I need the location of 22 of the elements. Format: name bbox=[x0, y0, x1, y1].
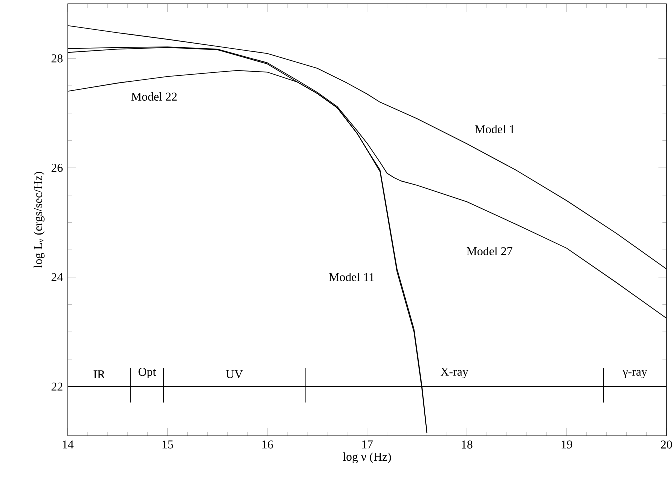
y-tick-label: 26 bbox=[52, 164, 63, 172]
x-axis-title: log ν (Hz) bbox=[343, 452, 392, 464]
x-tick-label: 17 bbox=[362, 440, 373, 449]
y-tick-label: 22 bbox=[52, 382, 63, 391]
series-label: Model 22 bbox=[132, 92, 177, 101]
x-tick-label: 20 bbox=[661, 440, 672, 449]
x-tick-label: 14 bbox=[63, 440, 74, 449]
series-label: Model 27 bbox=[466, 247, 513, 256]
x-tick-label: 19 bbox=[562, 440, 572, 449]
series-label: Model 11 bbox=[329, 273, 374, 282]
annotation: Opt bbox=[138, 368, 156, 379]
annotation: γ-ray bbox=[622, 370, 648, 379]
annotation: X-ray bbox=[440, 368, 469, 379]
y-tick-label: 28 bbox=[52, 54, 63, 63]
y-axis-title: log L$_{ν}$ (ergs/sec/Hz) bbox=[34, 172, 45, 268]
annotation: IR bbox=[94, 370, 106, 379]
series-label: Model 1 bbox=[475, 125, 515, 134]
x-tick-label: 18 bbox=[462, 440, 473, 449]
y-tick-label: 24 bbox=[52, 273, 64, 282]
annotation: UV bbox=[226, 370, 244, 379]
x-tick-label: 16 bbox=[262, 440, 274, 449]
x-tick-label: 15 bbox=[162, 440, 174, 449]
